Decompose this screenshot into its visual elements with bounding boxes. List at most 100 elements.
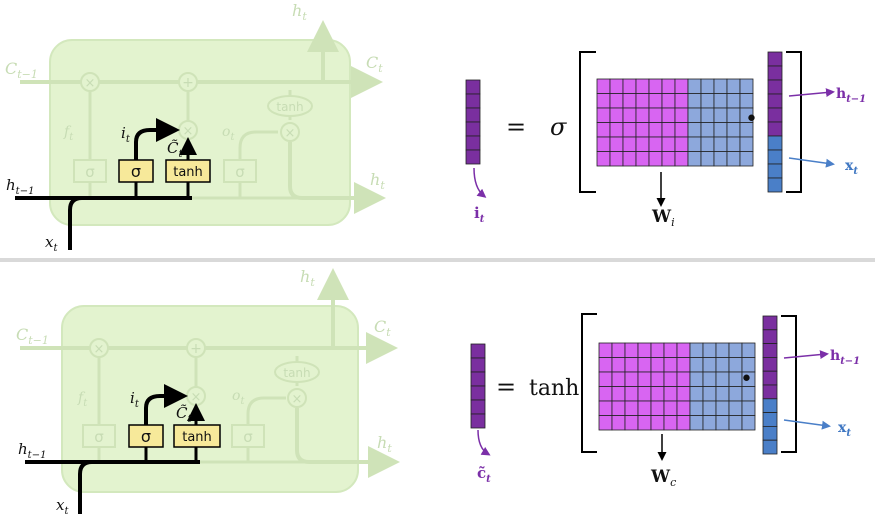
panel-candidate: × + tanh × × σ σ σ tanh ht Ct−1 Ct ft ot… <box>0 262 875 514</box>
matrix-cell <box>713 107 728 123</box>
x-t-line <box>78 460 93 514</box>
matrix-cell <box>648 151 663 167</box>
plus-op <box>178 72 198 92</box>
panel-bottom-svg: × + tanh × × σ σ σ tanh ht Ct−1 Ct ft ot… <box>16 267 860 514</box>
weight-matrix-wi <box>596 78 754 167</box>
output-times-symbol: × <box>285 126 296 141</box>
matrix-cell <box>700 136 715 152</box>
vector-cell <box>767 79 783 95</box>
matrix-cell <box>726 122 741 138</box>
matrix-cell <box>637 371 652 387</box>
vector-cell <box>762 343 778 358</box>
x-t-arrow <box>783 419 831 430</box>
plus-op <box>186 338 206 358</box>
h-t-top-label: ht <box>292 1 307 23</box>
input-vector-hx <box>767 51 783 193</box>
x-t-line <box>68 196 83 250</box>
vector-cell <box>465 79 481 95</box>
matrix-cell <box>663 357 678 373</box>
matrix-cell <box>702 415 717 431</box>
x-t-label: xt <box>45 233 58 254</box>
output-times-op <box>287 388 307 408</box>
matrix-cell <box>676 386 691 402</box>
tanh-gate-label: tanh <box>173 165 203 180</box>
function-symbol: tanh <box>529 376 579 401</box>
vector-cell <box>762 412 778 427</box>
matrix-cell <box>624 386 639 402</box>
f-t-label: ft <box>63 124 74 143</box>
dot-operator: • <box>745 107 758 132</box>
matrix-cell <box>661 151 676 167</box>
tanh-gate <box>165 159 211 183</box>
matrix-cell <box>609 93 624 109</box>
matrix-cell <box>596 93 611 109</box>
matrix-cell <box>700 151 715 167</box>
c-prev-label: Ct−1 <box>5 59 38 81</box>
matrix-cell <box>702 386 717 402</box>
tanh-oval-label: tanh <box>283 366 310 380</box>
matrix-cell <box>650 357 665 373</box>
weight-matrix-wc <box>598 342 756 431</box>
matrix-cell <box>689 371 704 387</box>
matrix-cell <box>624 415 639 431</box>
matrix-cell <box>637 357 652 373</box>
matrix-cell <box>650 386 665 402</box>
x-t-vec-label: xt <box>845 158 858 177</box>
right-bracket <box>781 315 797 453</box>
matrix-cell <box>609 78 624 94</box>
output-times-symbol: × <box>292 392 303 407</box>
equals-sign: = <box>496 373 516 401</box>
matrix-cell <box>596 122 611 138</box>
matrix-cell <box>687 122 702 138</box>
h-t-right-label: ht <box>377 433 392 455</box>
it-arrow <box>134 118 180 160</box>
h-prev-vec-label: ht−1 <box>836 86 866 105</box>
matrix-cell <box>674 151 689 167</box>
input-vector-hx <box>762 315 778 455</box>
matrix-cell <box>650 371 665 387</box>
matrix-cell <box>713 78 728 94</box>
matrix-cell <box>728 400 743 416</box>
h-prev-label: ht−1 <box>6 176 34 197</box>
input-times-symbol: × <box>191 390 202 405</box>
matrix-cell <box>741 400 756 416</box>
matrix-cell <box>624 400 639 416</box>
vector-cell <box>470 357 486 373</box>
panel-divider <box>0 258 875 262</box>
c-t-label: Ct <box>374 317 391 339</box>
vector-cell <box>762 384 778 400</box>
matrix-cell <box>713 122 728 138</box>
vector-cell <box>470 413 486 429</box>
matrix-cell <box>635 136 650 152</box>
sigma-gate-label: σ <box>131 162 141 181</box>
vector-cell <box>470 371 486 387</box>
forget-times-symbol: × <box>85 76 96 91</box>
wi-label: Wi <box>651 207 675 229</box>
matrix-cell <box>700 93 715 109</box>
h-prev-arrow <box>788 88 835 98</box>
output-path-line <box>238 130 278 198</box>
vector-cell <box>465 135 481 151</box>
matrix-cell <box>596 151 611 167</box>
lstm-cell-body <box>61 305 359 493</box>
vector-cell <box>470 343 486 359</box>
tanh-gate-label: tanh <box>182 430 212 445</box>
matrix-cell <box>622 93 637 109</box>
matrix-cell <box>637 400 652 416</box>
x-t-vec-label: xt <box>838 420 851 439</box>
input-times-symbol: × <box>183 124 194 139</box>
matrix-cell <box>741 415 756 431</box>
matrix-cell <box>624 342 639 358</box>
matrix-cell <box>689 386 704 402</box>
matrix-cell <box>637 386 652 402</box>
matrix-cell <box>674 78 689 94</box>
matrix-cell <box>609 151 624 167</box>
forget-sigma-label: σ <box>85 163 95 181</box>
matrix-cell <box>741 342 756 358</box>
matrix-cell <box>611 357 626 373</box>
matrix-cell <box>715 400 730 416</box>
matrix-cell <box>739 136 754 152</box>
matrix-cell <box>611 400 626 416</box>
equals-sign: = <box>506 113 526 141</box>
matrix-cell <box>739 93 754 109</box>
